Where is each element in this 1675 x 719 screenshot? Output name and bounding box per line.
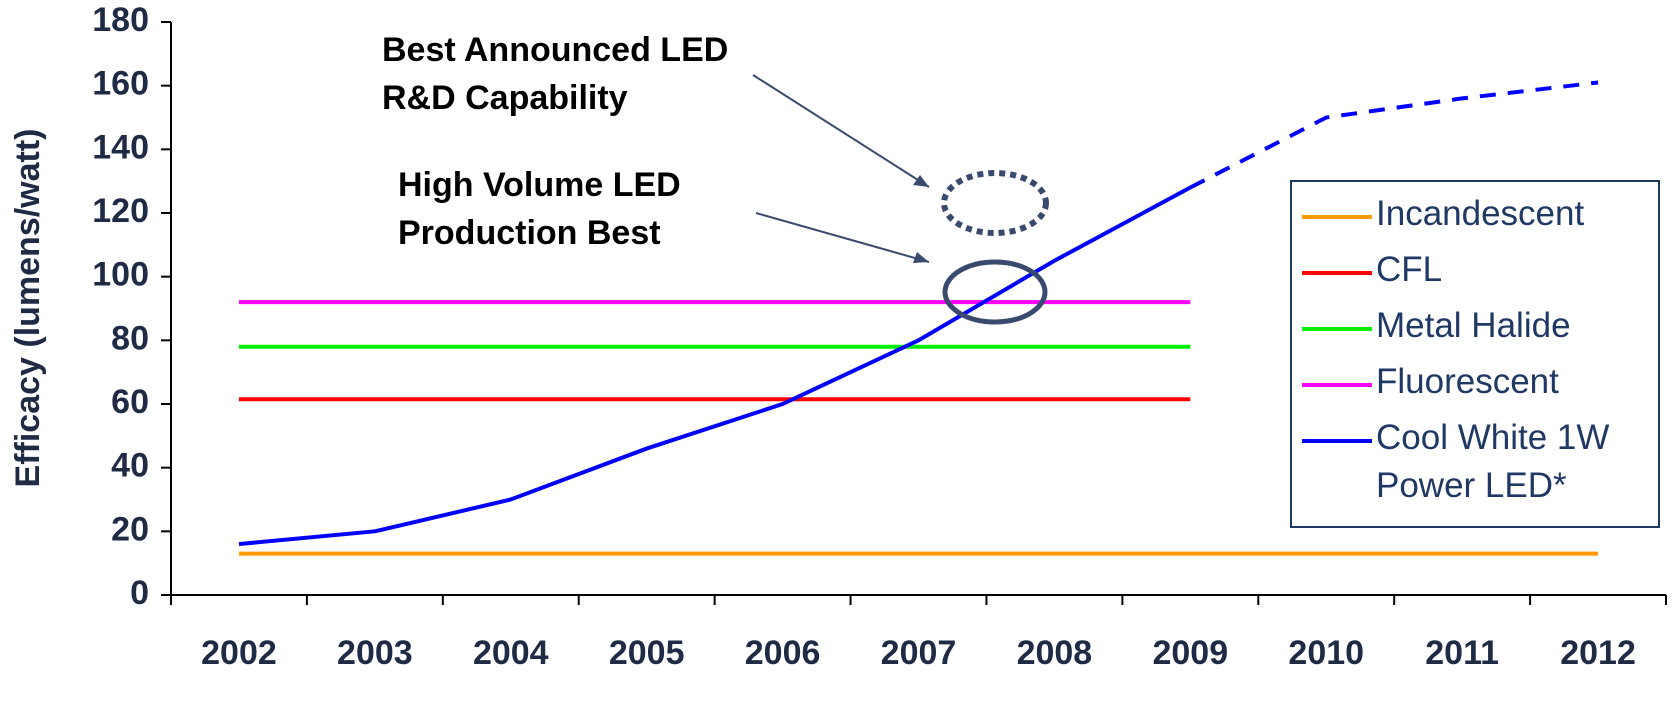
y-tick-label: 20 xyxy=(111,510,149,548)
y-tick-label: 140 xyxy=(92,128,149,166)
legend-swatch xyxy=(1302,383,1372,387)
production-ellipse xyxy=(945,262,1045,322)
y-tick-label: 160 xyxy=(92,65,149,103)
y-tick-label: 40 xyxy=(111,447,149,485)
legend-entry: Cool White 1W Power LED* xyxy=(1302,414,1648,510)
x-tick-label: 2002 xyxy=(201,634,277,672)
legend-entry: Metal Halide xyxy=(1302,302,1648,350)
legend-entry: CFL xyxy=(1302,246,1648,294)
legend-swatch xyxy=(1302,271,1372,275)
x-tick-label: 2007 xyxy=(881,634,957,672)
legend-entry: Incandescent xyxy=(1302,190,1648,238)
annotation-arrow xyxy=(753,75,929,187)
legend-label: Incandescent xyxy=(1376,190,1646,238)
legend-label: Cool White 1W Power LED* xyxy=(1376,414,1646,510)
legend-label: CFL xyxy=(1376,246,1646,294)
x-tick-label: 2008 xyxy=(1017,634,1093,672)
series-line xyxy=(239,188,1190,545)
legend-label: Metal Halide xyxy=(1376,302,1646,350)
x-tick-label: 2004 xyxy=(473,634,549,672)
x-tick-label: 2010 xyxy=(1288,634,1364,672)
x-tick-label: 2011 xyxy=(1425,634,1499,672)
y-axis-label: Efficacy (lumens/watt) xyxy=(9,129,47,488)
series-line xyxy=(1190,82,1598,187)
rd-ellipse xyxy=(944,173,1046,233)
annotation: High Volume LED xyxy=(398,166,681,204)
legend-label: Fluorescent xyxy=(1376,358,1646,406)
annotation: R&D Capability xyxy=(382,79,628,117)
legend-entry: Fluorescent xyxy=(1302,358,1648,406)
y-tick-label: 100 xyxy=(92,256,149,294)
y-tick-label: 180 xyxy=(92,1,149,39)
annotation: Best Announced LED xyxy=(382,31,728,69)
y-tick-label: 60 xyxy=(111,383,149,421)
y-tick-label: 80 xyxy=(111,319,149,357)
annotation: Production Best xyxy=(398,214,661,252)
x-tick-label: 2012 xyxy=(1560,634,1636,672)
y-tick-label: 0 xyxy=(130,574,149,612)
x-tick-label: 2005 xyxy=(609,634,685,672)
arrow-head xyxy=(913,175,929,187)
x-tick-label: 2006 xyxy=(745,634,821,672)
annotation-arrow xyxy=(756,213,929,262)
chart-root: Efficacy (lumens/watt) 0 20 40 60 80 100 120 14… xyxy=(0,0,1675,719)
arrow-head xyxy=(913,252,929,263)
legend: Incandescent CFL Metal Halide Fluorescent Co… xyxy=(1290,180,1660,528)
x-tick-label: 2003 xyxy=(337,634,413,672)
legend-swatch xyxy=(1302,439,1372,443)
legend-swatch xyxy=(1302,215,1372,219)
x-tick-label: 2009 xyxy=(1152,634,1228,672)
y-tick-label: 120 xyxy=(92,192,149,230)
legend-swatch xyxy=(1302,327,1372,331)
